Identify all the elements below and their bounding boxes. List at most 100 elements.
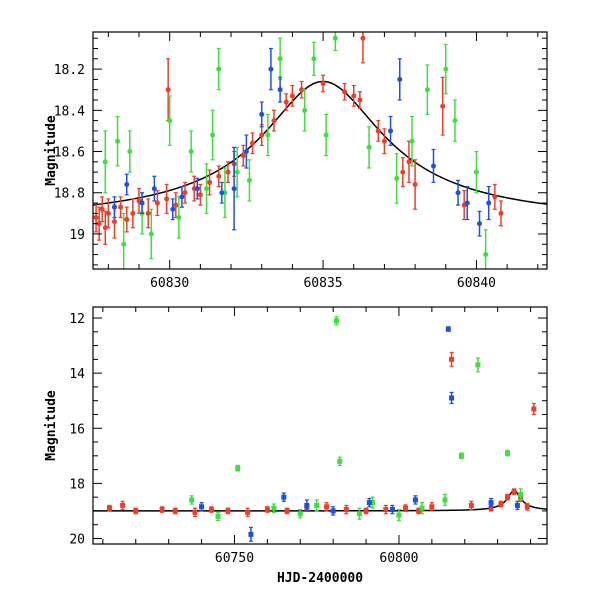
data-point-red — [136, 188, 142, 214]
data-point-red — [207, 169, 213, 196]
data-point-blue — [366, 497, 372, 508]
data-point-green — [370, 496, 376, 509]
data-point-red — [225, 507, 231, 515]
data-point-blue — [389, 504, 395, 515]
data-point-green — [115, 115, 121, 167]
model-curve — [93, 80, 547, 206]
plot-frame — [92, 31, 548, 270]
data-point-red — [383, 504, 389, 515]
data-point-red — [182, 181, 188, 204]
data-point-blue — [151, 175, 157, 202]
data-point-blue — [514, 500, 520, 511]
data-point-red — [357, 91, 363, 109]
data-point-red — [403, 504, 409, 513]
data-point-blue — [259, 101, 265, 128]
data-point-red — [154, 190, 160, 217]
data-point-green — [452, 99, 458, 142]
data-point-green — [271, 503, 277, 513]
data-point-red — [118, 196, 124, 219]
data-point-blue — [412, 495, 418, 505]
data-point-green — [458, 452, 464, 460]
data-point-blue — [449, 391, 455, 405]
data-point-red — [283, 93, 289, 111]
data-point-green — [246, 159, 252, 202]
data-point-red — [400, 157, 406, 188]
data-point-green — [311, 41, 317, 76]
data-point-red — [105, 198, 111, 229]
data-point-red — [429, 502, 435, 512]
y-axis-title: Magnitude — [44, 390, 59, 461]
data-point-red — [164, 183, 170, 214]
data-point-red — [96, 206, 102, 241]
data-point-blue — [248, 526, 254, 542]
data-point-red — [130, 198, 136, 229]
data-point-green — [333, 316, 339, 326]
data-point-green — [148, 208, 154, 260]
data-point-blue — [477, 210, 483, 237]
y-tick-label: 12 — [69, 312, 85, 327]
x-tick-label: 60830 — [150, 276, 189, 291]
data-point-red — [172, 507, 178, 515]
data-point-green — [297, 508, 303, 519]
data-point-green — [424, 64, 430, 116]
data-point-red — [531, 402, 537, 416]
data-point-green — [332, 32, 338, 52]
y-tick-label: 16 — [69, 422, 85, 437]
data-point-blue — [488, 497, 494, 508]
data-point-green — [366, 126, 372, 169]
x-tick-label: 60800 — [379, 551, 418, 566]
data-point-red — [449, 351, 455, 367]
data-point-green — [483, 229, 489, 269]
data-point-green — [216, 47, 222, 91]
data-point-red — [343, 504, 349, 515]
data-point-red — [342, 82, 348, 101]
y-tick-label: 14 — [69, 367, 85, 382]
data-point-red — [524, 502, 530, 511]
data-point-green — [419, 502, 425, 515]
data-point-green — [394, 152, 400, 204]
data-point-green — [189, 495, 195, 505]
y-tick-label: 18.8 — [54, 187, 85, 202]
y-tick-label: 18.4 — [54, 104, 85, 119]
bottom-panel: 60750 60800 12 14 16 18 20 Magnitude HJD-2400000 — [44, 306, 548, 586]
data-point-blue — [231, 146, 237, 231]
data-point-blue — [445, 326, 451, 332]
data-point-blue — [486, 185, 492, 221]
data-point-blue — [199, 502, 205, 512]
data-point-green — [235, 464, 241, 472]
data-point-blue — [268, 47, 274, 91]
plot-area — [93, 32, 547, 269]
data-point-red — [351, 84, 357, 107]
y-tick-label: 19 — [69, 228, 85, 243]
data-point-red — [264, 506, 270, 513]
data-point-green — [102, 130, 108, 194]
data-point-blue — [194, 177, 200, 200]
data-point-red — [165, 58, 171, 122]
data-point-green — [188, 130, 194, 173]
y-tick-label: 18.2 — [54, 63, 85, 78]
y-tick-label: 20 — [69, 532, 85, 547]
data-point-blue — [139, 192, 145, 214]
data-point-red — [324, 502, 330, 512]
data-point-red — [511, 488, 517, 495]
data-point-red — [216, 165, 222, 188]
data-point-green — [215, 511, 221, 522]
data-point-green — [396, 508, 402, 522]
data-point-green — [518, 488, 524, 501]
top-panel: 60830 60835 60840 18.2 18.4 18.6 18.8 19 Magnitu… — [44, 31, 548, 291]
data-point-green — [443, 43, 449, 95]
data-point-red — [259, 124, 265, 146]
data-point-green — [473, 150, 479, 194]
data-point-red — [106, 504, 112, 512]
data-point-red — [360, 32, 366, 64]
data-point-red — [102, 210, 108, 245]
data-point-red — [120, 500, 126, 511]
y-tick-label: 18 — [69, 477, 85, 492]
data-point-red — [320, 74, 326, 93]
data-point-red — [381, 128, 387, 155]
data-point-red — [197, 183, 203, 206]
data-point-green — [277, 37, 283, 81]
data-point-red — [245, 507, 251, 518]
data-point-red — [225, 161, 231, 184]
data-point-blue — [277, 76, 283, 103]
